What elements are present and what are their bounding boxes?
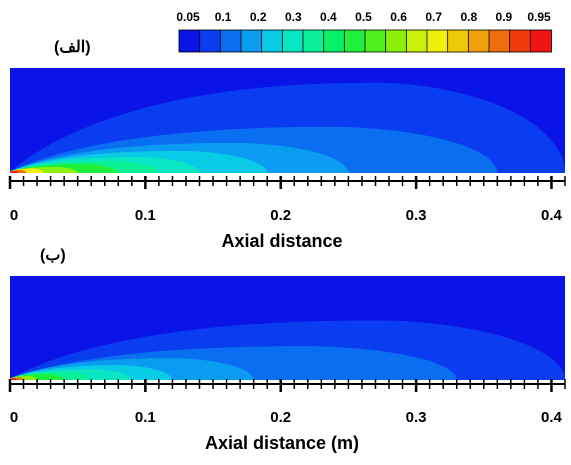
colorbar-swatch [281, 29, 304, 53]
colorbar-tick-label: 0.1 [215, 10, 232, 24]
colorbar-tick-label: 0.3 [285, 10, 302, 24]
panel-a-contour-plot [10, 68, 565, 173]
x-tick-label: 0.2 [270, 409, 291, 426]
colorbar-tick-label: 0.6 [390, 10, 407, 24]
panel-a-label: (الف) [54, 39, 91, 56]
x-tick-label: 0 [10, 409, 18, 426]
x-tick-label: 0.2 [270, 207, 291, 224]
colorbar-tick-label: 0.2 [250, 10, 267, 24]
colorbar-swatch [385, 29, 408, 53]
contour-band-0-95 [10, 378, 17, 380]
panel-b-label: (ب) [40, 247, 66, 264]
colorbar-tick-label: 0.05 [176, 10, 200, 24]
panel-b-x-axis-title: Axial distance (m) [205, 433, 359, 453]
x-tick-label: 0.1 [135, 207, 156, 224]
colorbar-tick-label: 0.8 [460, 10, 477, 24]
colorbar-swatch [261, 29, 284, 53]
colorbar-swatch [364, 29, 387, 53]
colorbar-swatch [488, 29, 511, 53]
panel-a: (الف) 0 0.1 0.2 0.3 0.4 Axial distance [8, 39, 566, 251]
x-tick-label: 0.1 [135, 409, 156, 426]
colorbar-swatch [219, 29, 242, 53]
contour-band-0-95 [10, 170, 19, 173]
colorbar-swatch [405, 29, 428, 53]
x-tick-label: 0.4 [541, 207, 563, 224]
colorbar-swatch [509, 29, 532, 53]
x-tick-label: 0.3 [406, 207, 427, 224]
panel-b-contour-plot [10, 276, 565, 380]
x-tick-label: 0 [10, 207, 18, 224]
colorbar-swatch [199, 29, 222, 53]
panel-a-x-axis-title: Axial distance [221, 231, 342, 251]
colorbar-tick-label: 0.4 [320, 10, 337, 24]
colorbar-swatch [426, 29, 449, 53]
x-tick-label: 0.3 [406, 409, 427, 426]
colorbar-tick-label: 0.9 [496, 10, 513, 24]
colorbar-swatch [302, 29, 325, 53]
colorbar-tick-label: 0.7 [425, 10, 442, 24]
x-tick-label: 0.4 [541, 409, 563, 426]
colorbar-swatch [343, 29, 366, 53]
panel-a-x-axis: 0 0.1 0.2 0.3 0.4 [8, 176, 566, 224]
panel-b-x-axis: 0 0.1 0.2 0.3 0.4 [8, 379, 566, 426]
colorbar-legend: 0.05 0.1 0.2 0.3 0.4 0.5 0.6 0.7 0.8 0.9 0.95 [176, 10, 552, 53]
colorbar-tick-label: 0.5 [355, 10, 372, 24]
colorbar-swatch [529, 29, 552, 53]
colorbar-swatch [467, 29, 490, 53]
colorbar-tick-label: 0.95 [527, 10, 551, 24]
panel-b: (ب) 0 0.1 0.2 0.3 0.4 Axial distance (m) [8, 247, 566, 453]
colorbar-swatch [240, 29, 263, 53]
colorbar-swatch [447, 29, 470, 53]
colorbar-swatch [323, 29, 346, 53]
colorbar-swatch [178, 29, 201, 53]
